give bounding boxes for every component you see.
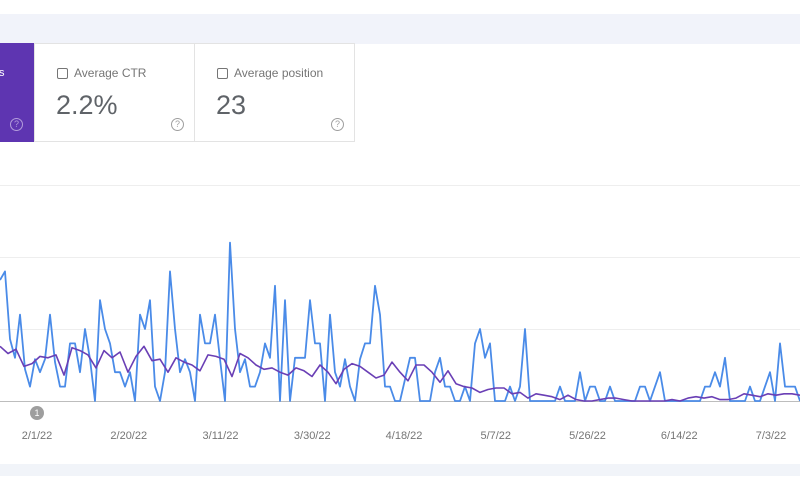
checkbox[interactable] xyxy=(217,67,228,79)
metric-label: Average position xyxy=(234,66,324,80)
x-tick-label: 2/20/22 xyxy=(110,430,148,442)
header-band xyxy=(0,14,800,44)
series-line-impressions xyxy=(0,345,800,402)
x-tick-label: 7/3/22 xyxy=(755,430,787,442)
help-icon[interactable]: ? xyxy=(171,118,184,131)
series-line-clicks xyxy=(0,241,800,402)
gridline xyxy=(0,329,800,330)
gridline xyxy=(0,185,800,186)
metric-value: 2.2% xyxy=(56,90,118,120)
help-icon[interactable]: ? xyxy=(10,118,23,131)
metric-card-average-ctr[interactable]: Average CTR 2.2% ? xyxy=(34,43,195,142)
metric-label: s xyxy=(0,67,5,79)
x-tick-label: 5/7/22 xyxy=(480,430,512,442)
annotation-marker[interactable]: 1 xyxy=(30,406,44,420)
metric-value: 23 xyxy=(216,90,247,120)
gridline xyxy=(0,257,800,258)
footer-band xyxy=(0,464,800,476)
x-tick-label: 2/1/22 xyxy=(21,430,53,442)
x-tick-label: 6/14/22 xyxy=(660,430,698,442)
metric-card-total-clicks[interactable]: s ? xyxy=(0,43,34,142)
performance-chart[interactable] xyxy=(0,180,800,410)
help-icon[interactable]: ? xyxy=(331,118,344,131)
metric-label: Average CTR xyxy=(74,66,147,80)
x-tick-label: 3/11/22 xyxy=(202,430,239,442)
x-tick-label: 5/26/22 xyxy=(569,430,606,442)
metric-card-average-position[interactable]: Average position 23 ? xyxy=(194,43,355,142)
x-tick-label: 4/18/22 xyxy=(385,430,423,442)
x-tick-label: 3/30/22 xyxy=(293,430,331,442)
checkbox[interactable] xyxy=(57,67,68,79)
